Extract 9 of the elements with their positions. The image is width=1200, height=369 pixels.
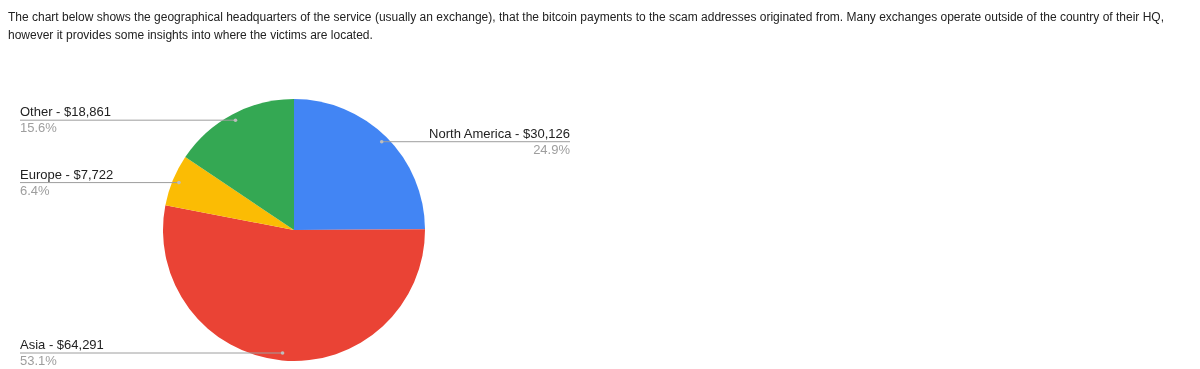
text: 6.4% bbox=[20, 182, 51, 198]
text: 15.6% bbox=[20, 120, 58, 136]
slice-label: Other - $18,861 bbox=[20, 104, 112, 120]
text: 53.1% bbox=[20, 353, 58, 369]
slice-label: Europe - $7,722 bbox=[20, 166, 114, 182]
slice-label: Asia - $64,291 bbox=[20, 337, 104, 352]
text: 24.9% bbox=[533, 141, 571, 157]
chart-title: The chart below shows the geographical headquarters of the service (usually an exchange), that the bitcoin payments to the scam addresses originated from. Many exchanges operate outside of the country of their HQ, however it provides some insights into where the victims are located. bbox=[8, 9, 1165, 44]
slice-label: North America - $30,126 bbox=[429, 125, 570, 141]
